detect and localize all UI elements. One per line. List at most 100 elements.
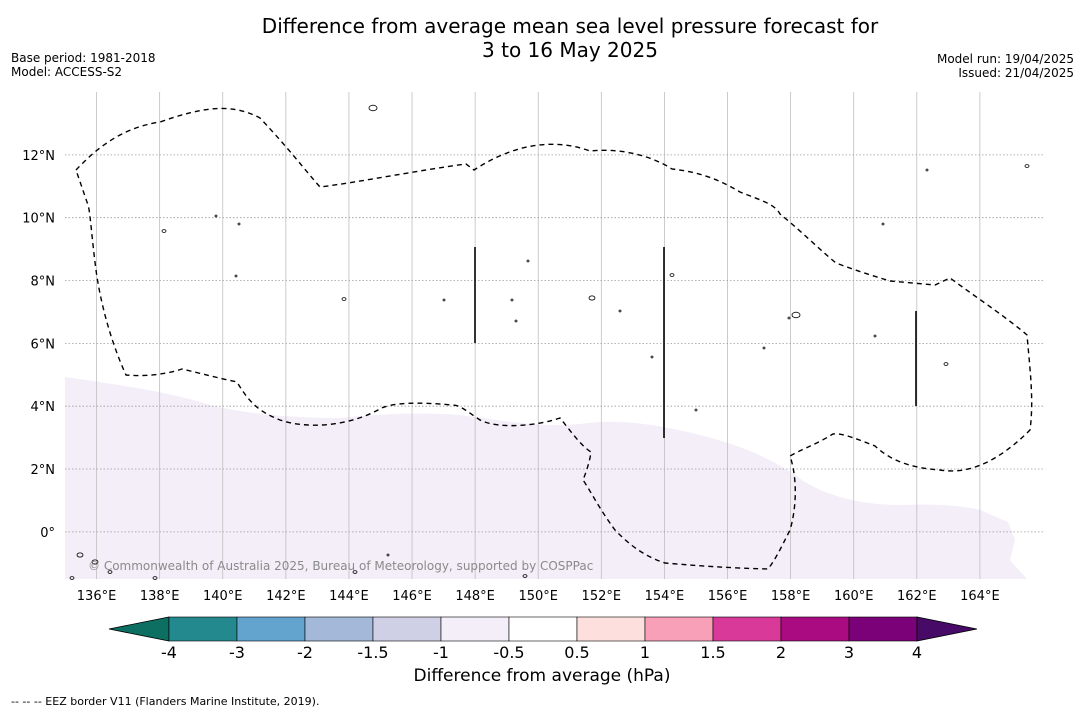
longitude-label: 158°E [771,589,811,604]
colorbar-title: Difference from average (hPa) [413,666,671,686]
colorbar-tick-label: -0.5 [493,643,524,662]
island-outline [669,273,675,277]
longitude-label: 152°E [582,589,622,604]
colorbar-bin [576,616,646,642]
colorbar-extend-low [108,616,170,642]
island-outline [76,552,84,558]
latitude-label: 10°N [22,212,55,227]
island-outline [694,408,698,412]
model-run-date: Model run: 19/04/2025 [936,52,1074,66]
island-outline [341,297,347,301]
colorbar-tick-label: 1.5 [700,643,725,662]
colorbar-tick-label: -3 [229,643,245,662]
anomaly-shaded-region [65,377,1027,579]
colorbar-bin [440,616,510,642]
island-outline [91,559,99,565]
colorbar-bin [712,616,782,642]
island-outline [352,570,358,574]
island-outline [943,362,949,366]
latitude-label: 0° [40,526,55,541]
island-outline [386,553,390,557]
colorbar-bin [644,616,714,642]
colorbar-tick-label: 3 [844,643,854,662]
colorbar-bin [848,616,918,642]
model-name: Model: ACCESS-S2 [11,65,123,79]
longitude-label: 138°E [140,589,180,604]
longitude-label: 162°E [897,589,937,604]
map-title: Difference from average mean sea level p… [170,14,970,62]
longitude-label: 148°E [455,589,495,604]
colorbar-extend-high [916,616,978,642]
longitude-label: 164°E [960,589,1000,604]
colorbar-bin [508,616,578,642]
island-outline [161,229,167,233]
island-outline [873,334,877,338]
island-outline [234,274,238,278]
eez-border-fsm [75,107,1033,570]
colorbar-tick-label: 4 [912,643,922,662]
colorbar-tick-label: 0.5 [564,643,589,662]
issued-date: Issued: 21/04/2025 [958,66,1074,80]
latitude-label: 4°N [31,400,56,415]
island-outline [881,222,885,226]
island-outline [925,168,929,172]
title-line-1: Difference from average mean sea level p… [261,14,879,38]
island-outline [69,576,75,580]
longitude-label: 146°E [392,589,432,604]
colorbar-tick-label: 1 [640,643,650,662]
colorbar-bin [780,616,850,642]
colorbar-bin [168,616,238,642]
island-outline [237,222,241,226]
island-outline [522,574,528,578]
longitude-label: 136°E [77,589,117,604]
island-outline [368,104,378,112]
island-outline [510,298,514,302]
longitude-label: 144°E [329,589,369,604]
title-line-2: 3 to 16 May 2025 [482,38,658,62]
longitude-label: 142°E [266,589,306,604]
island-outline [1024,164,1030,168]
islands [69,104,1030,580]
colorbar-tick-label: -1 [433,643,449,662]
island-outline [791,311,801,319]
longitude-label: 156°E [708,589,748,604]
base-period: Base period: 1981-2018 [11,51,156,65]
colorbar-tick-label: -4 [161,643,177,662]
island-outline [762,346,766,350]
island-outline [107,570,113,574]
latitude-labels: 12°N 10°N 8°N 6°N 4°N 2°N 0° [22,149,55,541]
island-outline [618,309,622,313]
colorbar-tick-label: -1.5 [357,643,388,662]
latitude-label: 2°N [31,463,56,478]
latitude-label: 12°N [22,149,55,164]
eez-footnote: -- -- -- EEZ border V11 (Flanders Marine… [11,695,320,708]
shaded-area [65,377,1027,579]
colorbar-bin [236,616,306,642]
base-period-info: Base period: 1981-2018 Model: ACCESS-S2 [11,51,156,79]
model-run-info: Model run: 19/04/2025 Issued: 21/04/2025 [937,52,1074,80]
island-outline [514,319,518,323]
longitude-label: 150°E [518,589,558,604]
island-outline [526,259,530,263]
colorbar-tick-label: -2 [297,643,313,662]
eez-borders [75,107,1033,570]
longitude-label: 160°E [834,589,874,604]
island-outline [588,295,596,301]
island-outline [152,576,158,580]
longitude-labels: 136°E 138°E 140°E 142°E 144°E 146°E 148°E 150°E… [77,589,1000,604]
island-outline [787,316,791,320]
colorbar-bin [304,616,374,642]
island-outline [442,298,446,302]
colorbar-tick-label: 2 [776,643,786,662]
latitude-label: 6°N [31,337,56,352]
latitude-label: 8°N [31,275,56,290]
longitude-label: 140°E [203,589,243,604]
island-outline [650,355,654,359]
copyright-notice: © Commonwealth of Australia 2025, Bureau… [88,559,593,573]
colorbar-bin [372,616,442,642]
colorbar: -4 -3 -2 -1.5 -1 -0.5 0.5 1 1.5 2 3 4 [108,616,978,662]
island-outline [214,214,218,218]
map-gridlines [65,92,1043,579]
longitude-label: 154°E [645,589,685,604]
